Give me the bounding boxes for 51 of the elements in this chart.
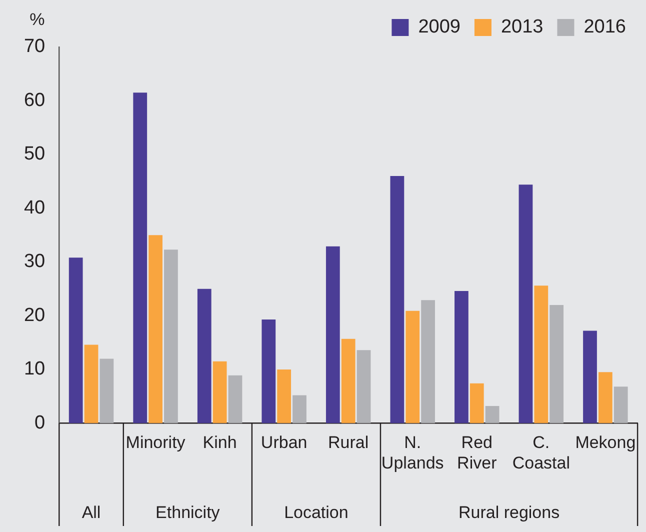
bar <box>406 310 420 424</box>
legend-label: 2016 <box>584 16 626 38</box>
bar <box>485 406 500 424</box>
x-tick-label: Mekong <box>575 433 636 452</box>
x-tick-label: Kinh <box>202 433 237 452</box>
bar <box>228 375 242 424</box>
x-tick-label: N. Uplands <box>381 433 444 472</box>
bar <box>84 344 98 424</box>
bar <box>292 395 306 424</box>
y-axis-title: % <box>30 10 45 29</box>
bar <box>421 300 435 424</box>
bar <box>598 372 612 424</box>
bar <box>550 304 564 424</box>
x-tick-label: Rural <box>328 433 369 452</box>
bar <box>614 386 628 424</box>
y-tick-label: 60 <box>24 90 46 111</box>
bar <box>197 288 212 424</box>
x-tick-label: Minority <box>126 433 186 452</box>
y-tick-label: 40 <box>24 197 46 218</box>
y-tick-label: 10 <box>24 358 46 380</box>
text: Rural regions <box>458 503 560 522</box>
bar <box>100 358 114 424</box>
bar <box>534 286 548 424</box>
legend-label: 2013 <box>500 16 544 38</box>
y-tick-label: 70 <box>24 36 46 58</box>
bar <box>470 383 484 424</box>
bar <box>583 330 597 424</box>
bar <box>68 258 83 424</box>
bar <box>341 338 356 424</box>
bar <box>262 319 276 424</box>
text: Ethnicity <box>156 503 220 522</box>
bar <box>326 246 340 424</box>
y-tick-label: 20 <box>24 304 46 326</box>
y-tick-label: 30 <box>24 251 46 272</box>
y-tick-label: 0 <box>34 412 46 434</box>
x-tick-label: Urban <box>260 433 308 452</box>
text: All <box>82 503 101 522</box>
text: Location <box>284 503 348 522</box>
x-tick-label: Red River <box>457 433 498 472</box>
bar <box>518 184 533 424</box>
bar <box>148 235 162 424</box>
bar <box>164 250 178 424</box>
bar <box>390 176 404 424</box>
x-tick-label: C. Coastal <box>512 433 570 472</box>
bar <box>454 290 468 424</box>
y-tick-label: 50 <box>24 144 46 165</box>
legend-label: 2009 <box>418 16 460 38</box>
bar <box>212 361 227 424</box>
bar <box>277 369 292 424</box>
bar <box>133 92 148 424</box>
bar <box>356 350 371 424</box>
